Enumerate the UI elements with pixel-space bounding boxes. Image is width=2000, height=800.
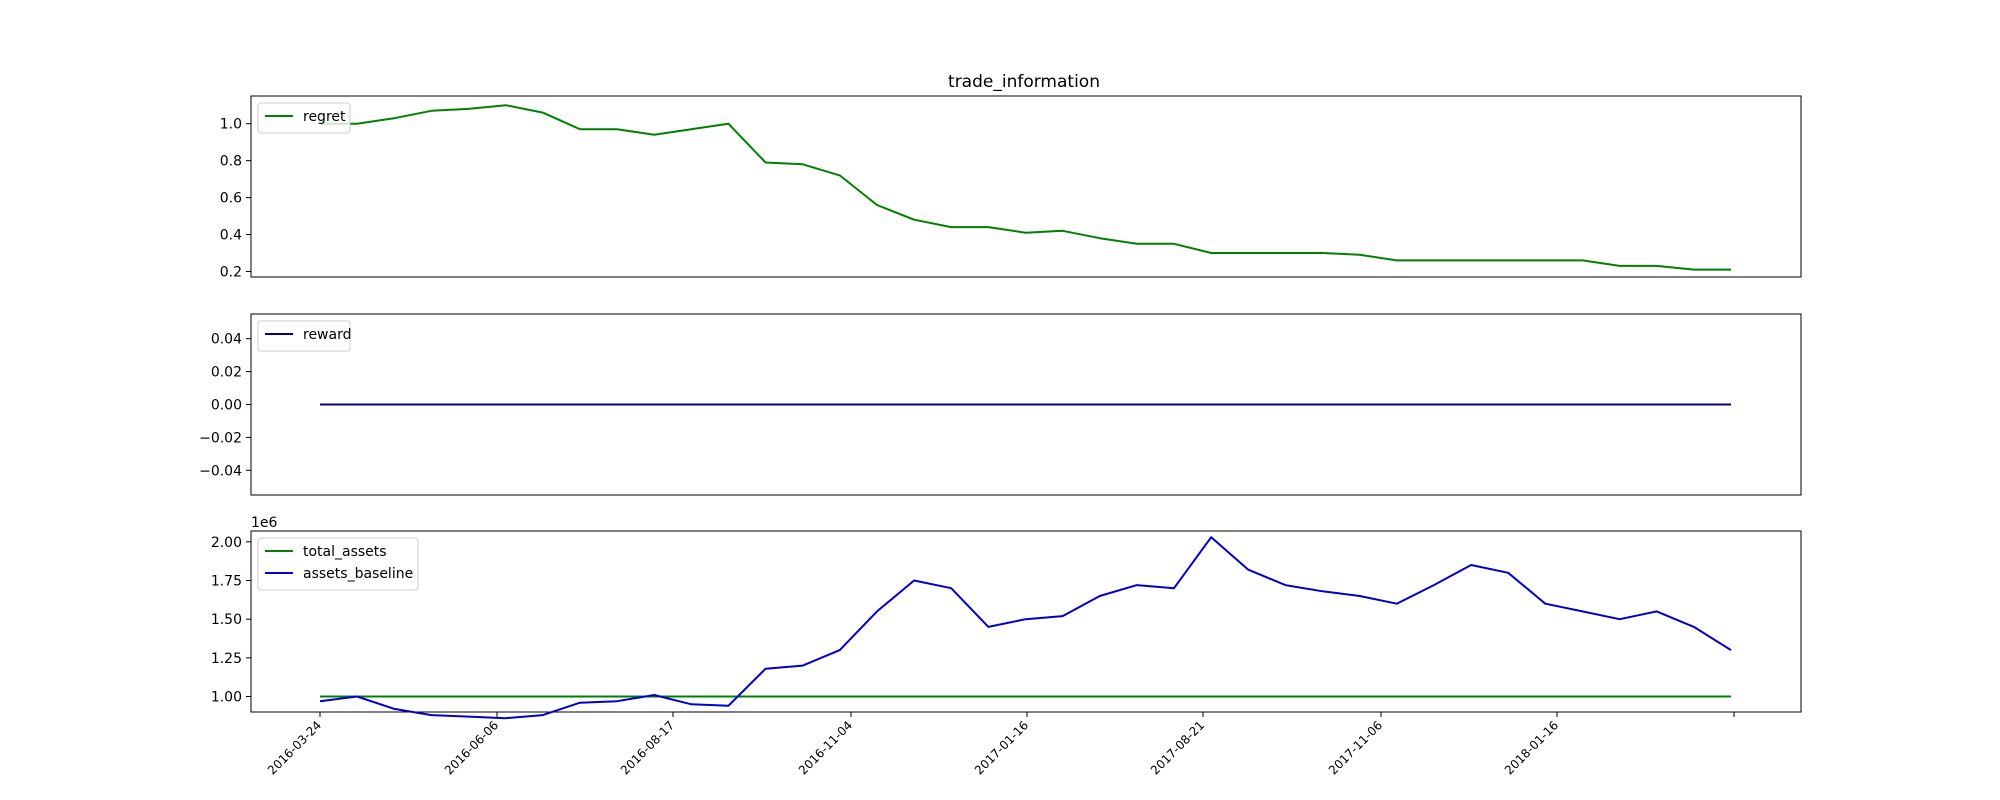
x-tick-label: 2017-11-06 [1326,718,1385,777]
reward-panel: −0.04 −0.02 0.00 0.02 0.04 reward [199,313,1802,496]
y-tick-label: 1.50 [211,612,242,628]
x-tick-label: 2016-03-24 [265,718,324,777]
x-tick-label: 2017-01-16 [972,718,1031,777]
x-axis: 2016-03-24 2016-06-06 2016-08-17 2016-11-04… [265,712,1735,777]
y-tick-label: 0.8 [220,154,242,170]
legend-label: regret [303,109,346,125]
legend-box [257,102,351,134]
y-tick-label: 0.6 [220,191,242,207]
chart-title: trade_information [948,72,1100,92]
series-line-assets-baseline [319,536,1732,720]
x-tick-label: 2016-08-17 [618,718,677,777]
y-tick-label: 2.00 [211,535,242,551]
assets-panel: 1.00 1.25 1.50 1.75 2.00 total_assets assets_b… [211,530,1802,720]
y-tick-label: 1.75 [211,574,242,590]
legend-label: assets_baseline [303,566,413,582]
y-offset-label: 1e6 [251,515,278,531]
legend-box [257,320,351,352]
y-tick-label: 0.04 [211,332,242,348]
y-tick-label: 0.2 [220,264,242,280]
x-tick-label: 2017-08-21 [1148,718,1207,777]
plot-frame [250,530,1802,713]
x-tick-label: 2016-11-04 [796,718,855,777]
plot-frame [250,95,1802,278]
regret-panel: 0.2 0.4 0.6 0.8 1.0 regret [220,95,1802,280]
y-tick-label: 1.25 [211,651,242,667]
y-tick-label: 0.02 [211,365,242,381]
x-tick-label: 2018-01-16 [1502,718,1561,777]
y-tick-label: −0.04 [199,463,242,479]
y-tick-label: 1.00 [211,690,242,706]
y-tick-label: 0.4 [220,228,242,244]
y-tick-label: 1.0 [220,117,242,133]
legend-label: total_assets [303,544,387,560]
y-tick-label: −0.02 [199,430,242,446]
x-tick-label: 2016-06-06 [442,718,501,777]
series-line-regret [320,104,1731,271]
legend-box [257,537,419,591]
legend-label: reward [303,327,352,343]
y-tick-label: 0.00 [211,398,242,414]
